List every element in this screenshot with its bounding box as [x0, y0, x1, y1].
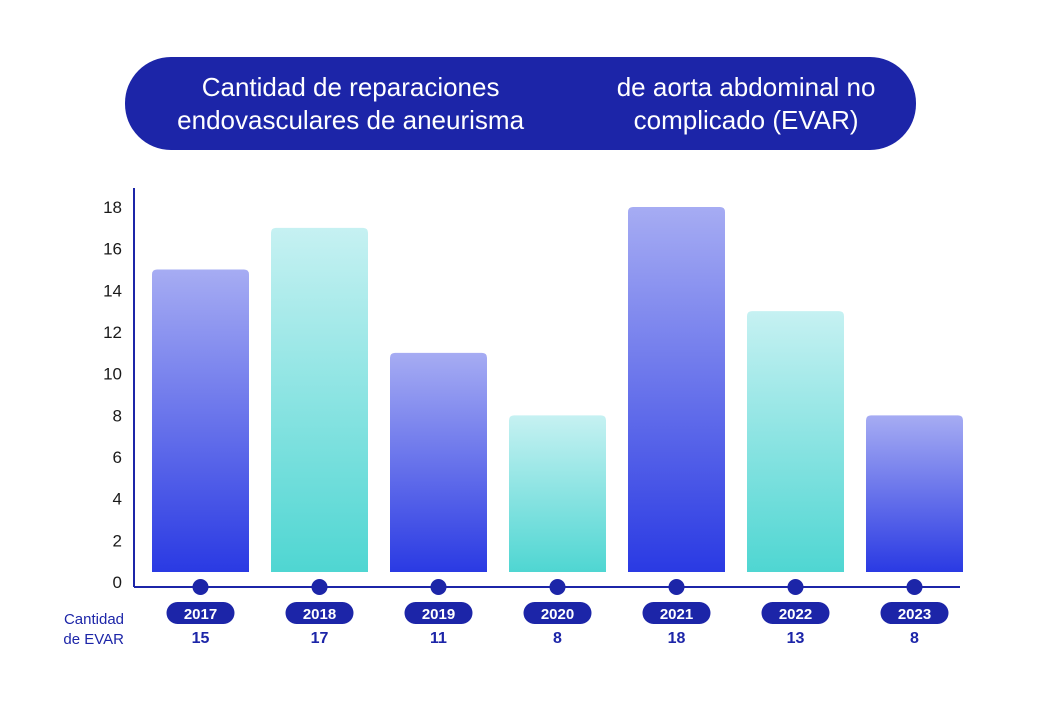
- y-tick-label: 0: [113, 573, 122, 592]
- axis-dot-2017: [192, 579, 209, 595]
- chart-title-line-2: de aorta abdominal no complicado (EVAR): [616, 71, 876, 135]
- bars: [152, 207, 963, 573]
- x-tick-label: 2018: [303, 606, 336, 623]
- row-label-line-1: Cantidad: [63, 611, 124, 628]
- y-tick-label: 18: [103, 198, 122, 217]
- y-tick-label: 12: [103, 323, 122, 342]
- y-tick-label: 16: [103, 240, 122, 259]
- bar-2019: [390, 352, 487, 572]
- bar-2021: [628, 207, 725, 572]
- value-label: 17: [311, 630, 329, 647]
- row-label-line-2: de EVAR: [63, 631, 124, 648]
- axis-dot-2023: [906, 579, 923, 595]
- year-pill-2019: [404, 602, 473, 624]
- y-tick-label: 14: [103, 281, 122, 300]
- axis-dot-2021: [668, 579, 685, 595]
- y-tick-label: 8: [113, 406, 122, 425]
- bar-2018: [271, 227, 368, 573]
- year-pill-2023: [880, 602, 949, 624]
- y-tick-label: 6: [113, 448, 122, 467]
- x-tick-label: 2019: [422, 606, 455, 623]
- x-tick-label: 2023: [898, 606, 931, 623]
- x-tick-label: 2017: [184, 606, 217, 623]
- value-label: 8: [910, 630, 919, 647]
- row-label: Cantidad de EVAR: [40, 610, 124, 650]
- axis-dot-2019: [430, 579, 447, 595]
- y-tick-label: 2: [113, 531, 122, 550]
- value-label: 15: [192, 630, 210, 647]
- labels: 0 2 4 6 8 10 12 14 16 18 2017 15 2018 17 2019 11 2020 8 20…: [103, 198, 949, 647]
- value-label: 18: [668, 630, 686, 647]
- axes: [133, 188, 960, 595]
- x-tick-label: 2020: [541, 606, 574, 623]
- value-label: 13: [787, 630, 805, 647]
- y-tick-label: 10: [103, 365, 122, 384]
- axis-dot-2018: [311, 579, 328, 595]
- year-pill-2017: [166, 602, 235, 624]
- bar-2017: [152, 269, 249, 572]
- x-tick-label: 2021: [660, 606, 693, 623]
- value-label: 11: [430, 630, 447, 647]
- axis-dot-2020: [549, 579, 566, 595]
- bar-2022: [747, 311, 844, 572]
- year-pill-2018: [285, 602, 354, 624]
- year-pill-2022: [761, 602, 830, 624]
- chart-title-line-1: Cantidad de reparaciones endovasculares …: [177, 71, 525, 135]
- year-pill-2021: [642, 602, 711, 624]
- axis-dot-2022: [787, 579, 804, 595]
- value-label: 8: [553, 630, 562, 647]
- bar-2020: [509, 415, 606, 572]
- year-pill-2020: [523, 602, 592, 624]
- y-tick-label: 4: [113, 490, 122, 509]
- bar-2023: [866, 415, 963, 572]
- chart-title: Cantidad de reparaciones endovasculares …: [125, 57, 916, 150]
- x-tick-label: 2022: [779, 606, 812, 623]
